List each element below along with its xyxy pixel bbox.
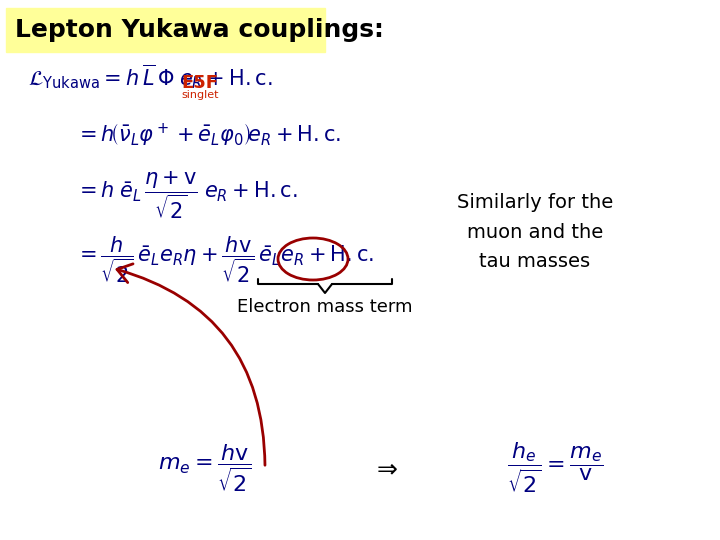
Text: $\Rightarrow$: $\Rightarrow$	[372, 456, 398, 480]
FancyBboxPatch shape	[6, 8, 325, 52]
Text: Electron mass term: Electron mass term	[238, 298, 413, 316]
Text: singlet: singlet	[181, 90, 219, 100]
Text: $\mathcal{L}_{\mathsf{Yukawa}} = h\,\overline{L}\,\Phi\; e_R + \mathrm{H.c.}$: $\mathcal{L}_{\mathsf{Yukawa}} = h\,\ove…	[28, 63, 273, 91]
Text: $= h\;\bar{e}_L\,\dfrac{\eta + \mathrm{v}}{\sqrt{2}}\; e_R + \mathrm{H.c.}$: $= h\;\bar{e}_L\,\dfrac{\eta + \mathrm{v…	[75, 169, 297, 221]
FancyArrowPatch shape	[117, 264, 265, 465]
Text: $\dfrac{h_e}{\sqrt{2}} = \dfrac{m_e}{\mathrm{v}}$: $\dfrac{h_e}{\sqrt{2}} = \dfrac{m_e}{\ma…	[507, 441, 603, 496]
Text: $m_e = \dfrac{h\mathrm{v}}{\sqrt{2}}$: $m_e = \dfrac{h\mathrm{v}}{\sqrt{2}}$	[158, 442, 252, 494]
Text: $= h\!\left(\bar{\nu}_L\varphi^+ + \bar{e}_L\varphi_0\right)\!e_R + \mathrm{H.c.: $= h\!\left(\bar{\nu}_L\varphi^+ + \bar{…	[75, 122, 341, 148]
Text: $= \dfrac{h}{\sqrt{2}}\,\bar{e}_L e_R \eta + \dfrac{h\mathrm{v}}{\sqrt{2}}\,\bar: $= \dfrac{h}{\sqrt{2}}\,\bar{e}_L e_R \e…	[75, 234, 374, 286]
Text: Lepton Yukawa couplings:: Lepton Yukawa couplings:	[15, 18, 384, 42]
Text: Similarly for the
muon and the
tau masses: Similarly for the muon and the tau masse…	[457, 193, 613, 271]
Text: E5F: E5F	[181, 74, 218, 92]
